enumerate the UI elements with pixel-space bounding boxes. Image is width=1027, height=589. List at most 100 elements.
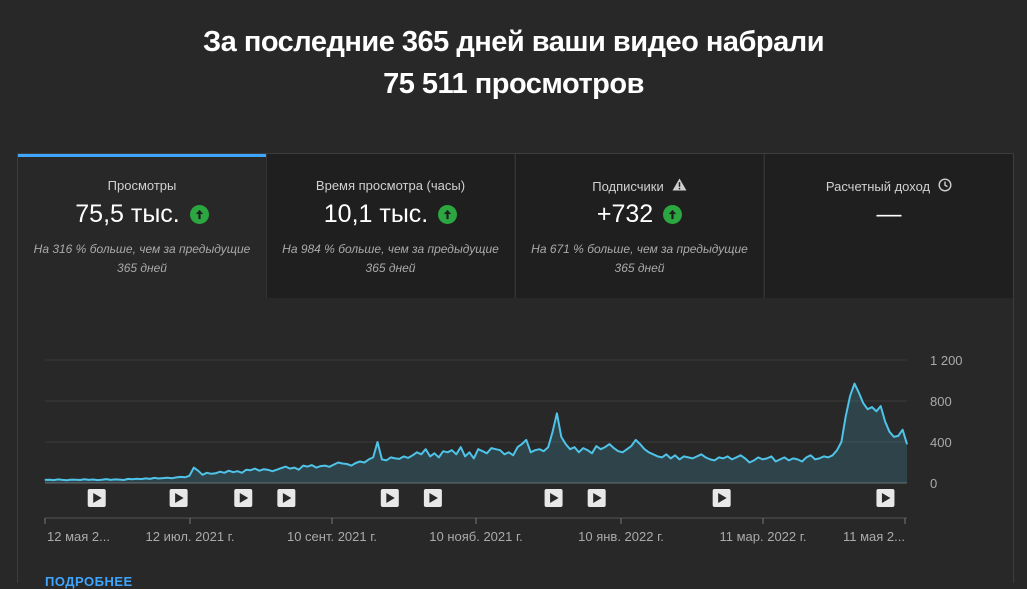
data-point xyxy=(306,466,309,468)
data-point xyxy=(96,479,99,481)
data-point xyxy=(105,478,107,480)
data-point xyxy=(298,469,300,471)
data-point xyxy=(827,456,829,458)
tab-desc-line1: На 671 % больше, чем за предыдущие xyxy=(531,242,748,256)
data-point xyxy=(66,479,68,481)
data-point xyxy=(652,453,654,455)
data-point xyxy=(648,451,650,453)
data-point xyxy=(372,456,374,458)
data-point xyxy=(236,470,239,472)
data-point xyxy=(840,441,842,443)
data-point xyxy=(700,453,702,455)
data-point xyxy=(871,406,873,408)
tab-title: Расчетный доход xyxy=(825,179,931,194)
video-marker[interactable] xyxy=(587,489,606,507)
data-point xyxy=(114,478,116,481)
data-point xyxy=(289,468,291,470)
data-point xyxy=(897,435,899,437)
play-icon xyxy=(429,493,438,503)
tab-subscribers[interactable]: Подписчики +732 На 671 % больше, чем за … xyxy=(515,154,763,298)
video-marker[interactable] xyxy=(423,489,442,507)
data-point xyxy=(460,446,462,448)
data-point xyxy=(324,464,326,467)
data-point xyxy=(341,462,344,465)
data-point xyxy=(512,454,514,456)
tab-watch-time[interactable]: Время просмотра (часы) 10,1 тыс. На 984 … xyxy=(266,154,514,298)
data-point xyxy=(617,450,619,452)
data-point xyxy=(61,479,64,481)
data-point xyxy=(643,448,646,450)
data-point xyxy=(639,443,641,445)
data-point xyxy=(149,478,151,480)
video-marker[interactable] xyxy=(544,489,563,507)
data-point xyxy=(44,479,46,481)
data-point xyxy=(188,475,190,477)
clock-icon[interactable] xyxy=(938,178,952,195)
data-point xyxy=(48,479,50,481)
data-point xyxy=(88,479,90,481)
data-point xyxy=(381,458,383,461)
data-point xyxy=(320,465,322,467)
tab-estimated-revenue[interactable]: Расчетный доход — xyxy=(764,154,1013,298)
data-point xyxy=(136,478,138,480)
play-icon xyxy=(239,493,249,503)
data-point xyxy=(206,472,208,474)
play-icon xyxy=(593,493,602,503)
data-point xyxy=(486,452,488,454)
data-point xyxy=(333,463,335,466)
data-point xyxy=(455,453,457,455)
data-point xyxy=(705,456,707,458)
video-marker[interactable] xyxy=(876,489,895,507)
data-point xyxy=(223,472,226,474)
data-point xyxy=(621,451,624,453)
data-point xyxy=(862,402,864,404)
data-point xyxy=(818,457,821,459)
warning-icon[interactable] xyxy=(672,178,687,194)
data-point xyxy=(823,455,825,457)
data-point xyxy=(630,445,632,447)
data-point xyxy=(735,456,737,458)
data-point xyxy=(416,451,418,453)
data-point xyxy=(731,458,733,461)
data-point xyxy=(118,479,120,481)
data-point xyxy=(678,458,681,461)
data-point xyxy=(832,454,834,456)
data-point xyxy=(477,448,479,450)
video-marker[interactable] xyxy=(712,489,731,507)
data-point xyxy=(210,473,212,475)
video-marker[interactable] xyxy=(234,489,253,507)
data-point xyxy=(569,448,571,450)
series-area xyxy=(45,383,907,483)
video-marker[interactable] xyxy=(169,489,188,507)
video-marker[interactable] xyxy=(380,489,399,507)
data-point xyxy=(656,455,659,457)
data-point xyxy=(770,455,772,457)
data-point xyxy=(263,468,265,470)
video-marker[interactable] xyxy=(87,489,106,507)
data-point xyxy=(683,455,685,457)
video-marker[interactable] xyxy=(277,489,296,507)
data-point xyxy=(521,443,523,445)
tab-views[interactable]: Просмотры 75,5 тыс. На 316 % больше, чем… xyxy=(18,154,266,298)
y-tick-label: 1 200 xyxy=(930,353,963,368)
data-point xyxy=(757,456,759,458)
data-point xyxy=(888,431,891,433)
data-point xyxy=(280,467,282,469)
data-point xyxy=(359,460,361,463)
data-point xyxy=(175,476,177,478)
see-more-link[interactable]: ПОДРОБНЕЕ xyxy=(45,574,133,589)
play-icon xyxy=(282,493,292,503)
data-point xyxy=(446,451,449,453)
summary-headline-line2: 75 511 просмотров xyxy=(383,68,644,100)
data-point xyxy=(543,450,545,452)
data-point xyxy=(635,439,637,441)
data-point xyxy=(788,459,790,462)
tab-title: Время просмотра (часы) xyxy=(315,178,466,193)
data-point xyxy=(468,451,471,453)
x-tick-label: 11 мая 2... xyxy=(843,529,905,544)
data-point xyxy=(726,455,729,457)
data-point xyxy=(556,412,558,414)
data-point xyxy=(241,472,243,474)
data-point xyxy=(131,478,134,480)
